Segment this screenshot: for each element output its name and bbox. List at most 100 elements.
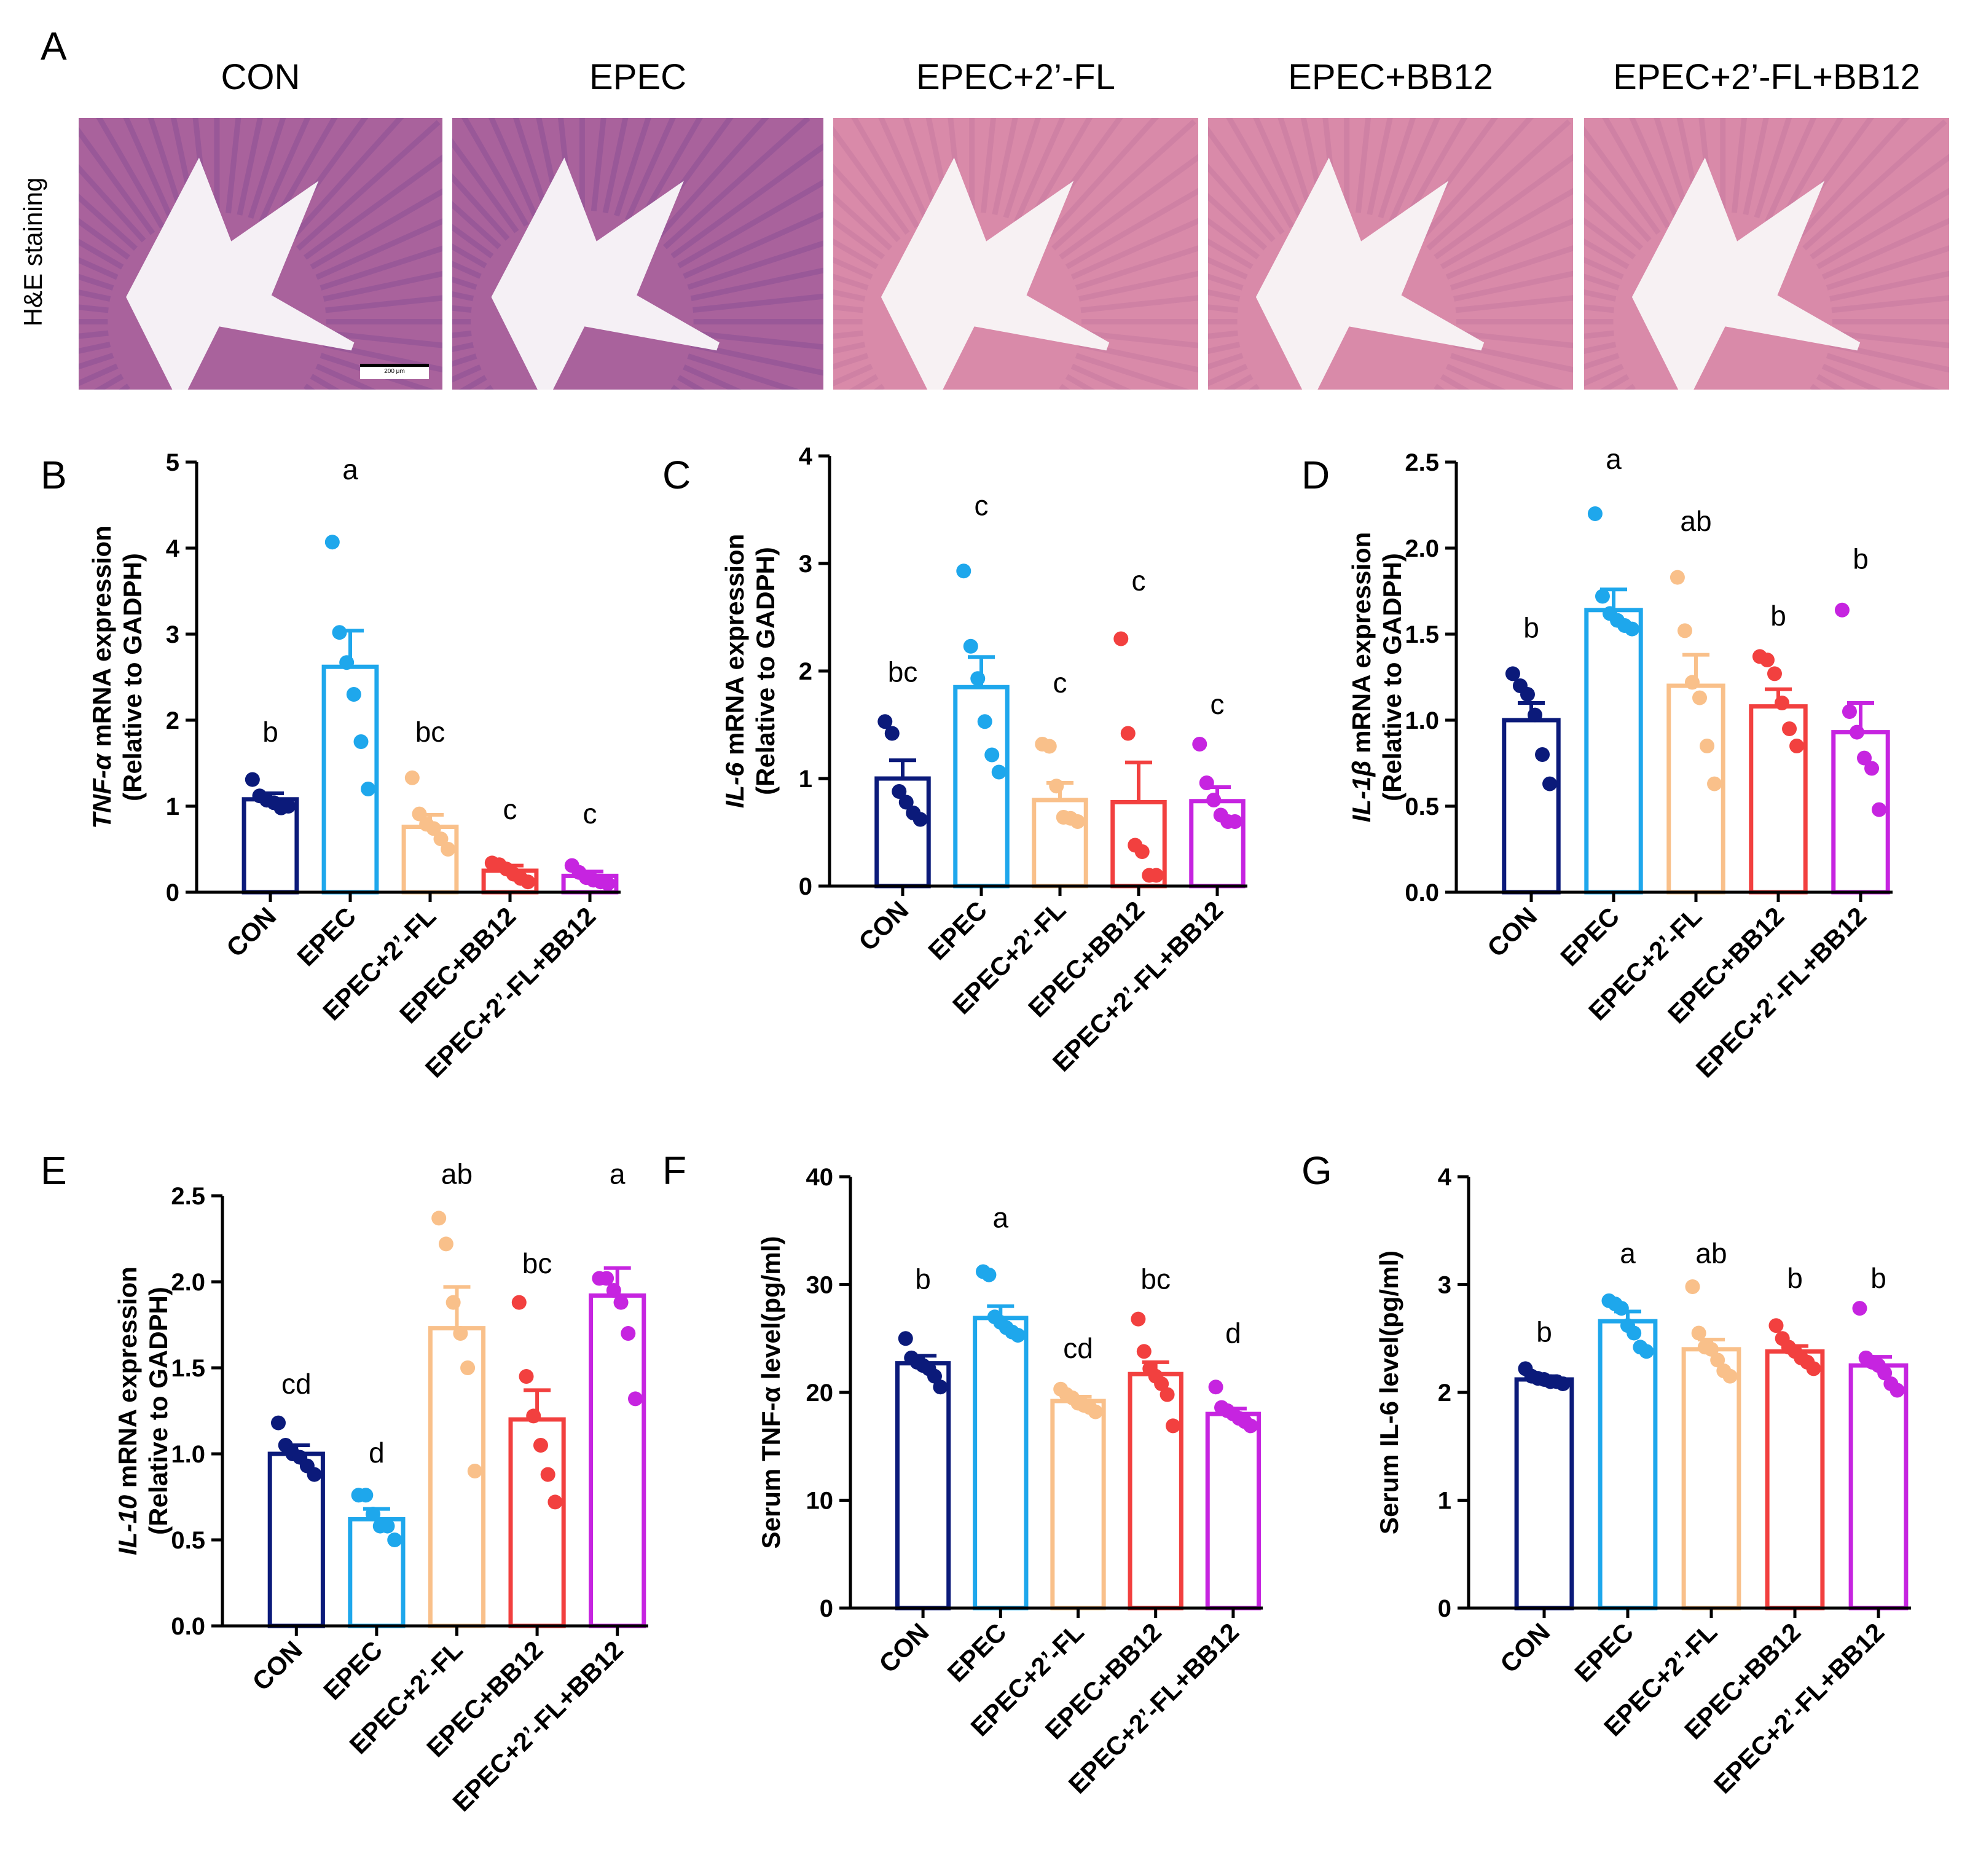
chart-e-sig-2: ab — [441, 1158, 473, 1190]
chart-d-ytick-label-0: 0.0 — [1405, 879, 1439, 906]
chart-c-point-2-5 — [1070, 814, 1085, 829]
chart-c-ytick-label-0: 0 — [799, 873, 812, 900]
chart-c-sig-0: bc — [888, 656, 918, 688]
chart-d-bar-1 — [1584, 608, 1643, 895]
chart-e-point-1-5 — [387, 1533, 402, 1547]
chart-f-bar-4 — [1205, 1411, 1262, 1611]
chart-b-point-2-5 — [441, 842, 456, 857]
chart-e-point-0-0 — [270, 1415, 286, 1431]
chart-f-ytick-label-3: 30 — [806, 1272, 834, 1299]
chart-f-point-3-5 — [1160, 1387, 1175, 1402]
chart-b-point-3-5 — [520, 874, 536, 890]
chart-c-point-4-2 — [1206, 793, 1222, 807]
chart-e-bar-3 — [508, 1417, 566, 1628]
he-title-4: EPEC+2’-FL+BB12 — [1613, 57, 1920, 97]
chart-g-point-1-2 — [1614, 1301, 1629, 1316]
he-title-1: EPEC — [589, 57, 686, 97]
chart-b-point-4-5 — [600, 876, 616, 891]
he-image-2 — [833, 118, 1198, 390]
chart-d-point-4-1 — [1842, 704, 1857, 719]
chart-b-cat-1: EPEC — [291, 901, 361, 971]
chart-b-ylabel-line2: (Relative to GADPH) — [118, 553, 147, 801]
chart-f-ytick-label-1: 10 — [806, 1488, 834, 1515]
chart-e-cat-0: CON — [246, 1635, 307, 1696]
chart-f-point-1-6 — [1010, 1327, 1026, 1343]
chart-c-sig-2: c — [1053, 667, 1067, 699]
chart-d-point-1-1 — [1595, 589, 1610, 604]
chart-c-point-4-5 — [1227, 814, 1242, 829]
chart-d-point-1-5 — [1625, 621, 1640, 637]
chart-b-ytick-label-4: 4 — [166, 535, 180, 562]
chart-g-ytick-label-3: 3 — [1438, 1272, 1451, 1299]
chart-b-ytick-label-0: 0 — [166, 879, 179, 906]
chart-f-bar-2 — [1050, 1399, 1106, 1611]
chart-c-letter: C — [662, 453, 691, 497]
chart-c-point-0-2 — [892, 784, 907, 799]
chart-d-point-0-3 — [1528, 707, 1543, 723]
chart-f-cat-1: EPEC — [942, 1617, 1012, 1687]
chart-b-sig-0: b — [262, 716, 278, 748]
chart-e-sig-0: cd — [281, 1368, 312, 1400]
chart-e-bar-4 — [589, 1293, 646, 1628]
chart-c-point-2-1 — [1042, 739, 1057, 754]
chart-d-ylabel-rest: mRNA expression — [1347, 532, 1376, 761]
chart-b-point-0-5 — [281, 799, 296, 814]
chart-c-ylabel: IL-6 mRNA expression — [720, 534, 749, 809]
chart-c-point-3-0 — [1113, 631, 1129, 646]
chart-b-ytick-label-3: 3 — [166, 621, 179, 648]
chart-e-point-1-4 — [380, 1518, 395, 1534]
chart-f-point-0-6 — [933, 1380, 948, 1395]
chart-e-ytick-label-0: 0.0 — [171, 1613, 205, 1640]
chart-d-point-2-5 — [1707, 776, 1722, 791]
panel-letter-a: A — [41, 24, 67, 68]
chart-f-point-4-0 — [1208, 1380, 1223, 1395]
chart-e-ytick-label-3: 1.5 — [171, 1355, 205, 1382]
chart-g-letter: G — [1301, 1148, 1332, 1193]
chart-e-ytick-label-1: 0.5 — [171, 1527, 205, 1554]
chart-b-point-1-0 — [324, 535, 340, 550]
chart-d-point-4-0 — [1834, 602, 1850, 618]
chart-c-point-3-5 — [1148, 868, 1164, 883]
chart-c-ylabel-rest: mRNA expression — [720, 534, 749, 763]
chart-f-ytick-label-4: 40 — [806, 1164, 834, 1191]
chart-g-point-3-0 — [1768, 1318, 1784, 1333]
chart-g-point-2-6 — [1722, 1368, 1738, 1384]
chart-b-point-2-3 — [426, 821, 441, 836]
chart-d-ylabel: IL-1β mRNA expression — [1347, 532, 1376, 823]
chart-g-point-2-4 — [1710, 1352, 1725, 1368]
chart-d-point-0-2 — [1520, 687, 1535, 702]
chart-g-sig-0: b — [1536, 1316, 1552, 1348]
chart-f-letter: F — [662, 1148, 686, 1193]
chart-g-point-2-1 — [1691, 1325, 1706, 1341]
chart-d-point-3-4 — [1782, 721, 1797, 736]
chart-c-point-3-3 — [1134, 844, 1150, 859]
he-image-4 — [1584, 118, 1949, 390]
chart-e-point-1-1 — [358, 1488, 374, 1503]
chart-c-ytick-label-2: 2 — [799, 658, 812, 685]
chart-c-point-1-2 — [970, 671, 986, 686]
chart-f-point-0-5 — [927, 1368, 942, 1384]
chart-f-point-4-6 — [1243, 1418, 1258, 1434]
chart-g-point-4-4 — [1877, 1365, 1893, 1381]
scale-bar: 200 μm — [360, 364, 429, 379]
chart-c-sig-1: c — [975, 489, 989, 521]
chart-c-point-2-2 — [1049, 779, 1064, 794]
chart-c-sig-4: c — [1211, 688, 1225, 720]
chart-f-point-3-1 — [1136, 1344, 1152, 1359]
chart-c-point-1-3 — [977, 714, 992, 729]
chart-c-point-0-1 — [884, 726, 900, 741]
chart-g-sig-1: a — [1620, 1237, 1636, 1269]
chart-e-point-3-0 — [511, 1295, 527, 1310]
chart-e-point-4-1 — [599, 1271, 614, 1286]
chart-b-bar-2 — [401, 825, 459, 895]
chart-d-ytick-label-3: 1.5 — [1405, 621, 1439, 648]
chart-e-point-3-2 — [526, 1408, 541, 1424]
chart-e-point-0-5 — [307, 1467, 322, 1482]
chart-c-ytick-label-4: 4 — [799, 443, 813, 470]
chart-e-point-2-4 — [460, 1360, 476, 1375]
chart-e-point-2-2 — [445, 1295, 461, 1310]
chart-d-ytick-label-2: 1.0 — [1405, 707, 1439, 734]
chart-g-bar-0 — [1514, 1377, 1574, 1611]
chart-e-point-3-3 — [533, 1438, 548, 1453]
chart-f-bar-1 — [973, 1316, 1029, 1611]
